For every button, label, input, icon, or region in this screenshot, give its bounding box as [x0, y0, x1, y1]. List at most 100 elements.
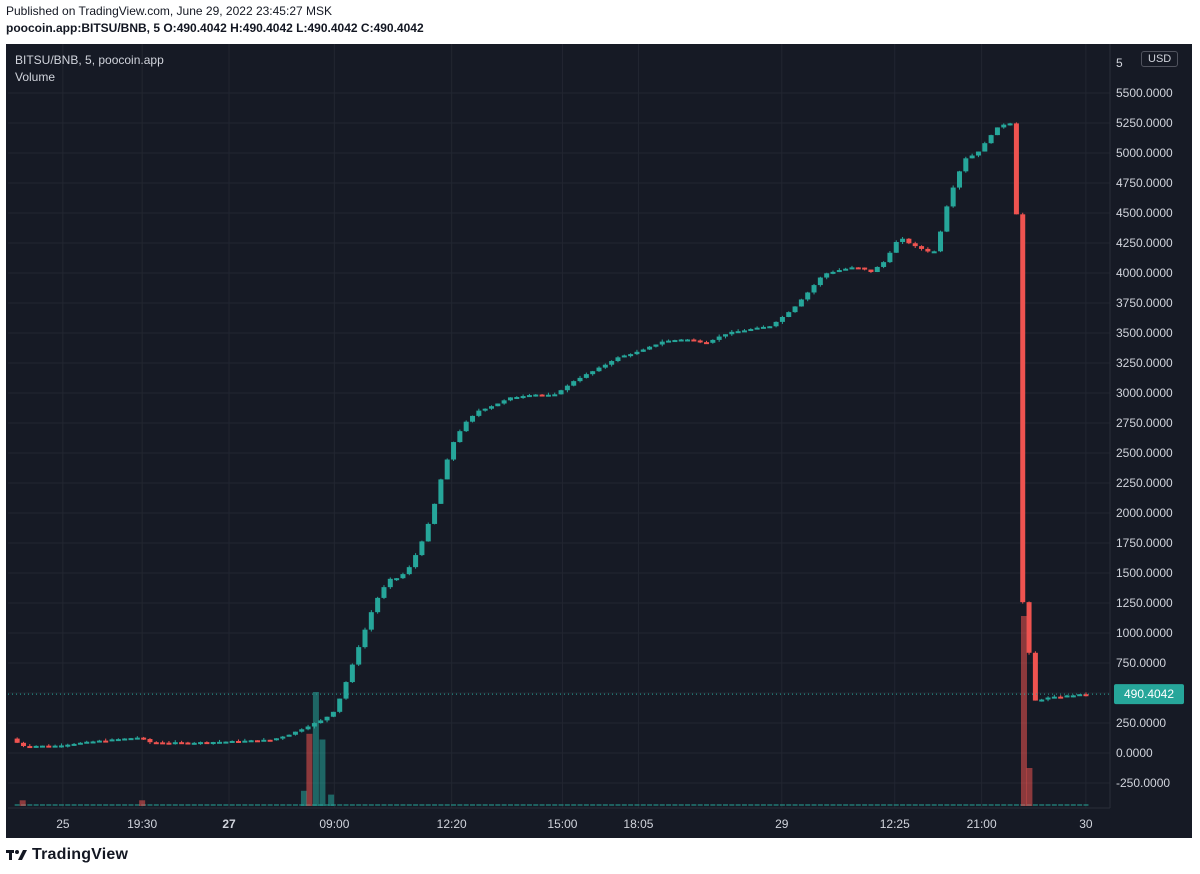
volume-bar — [349, 804, 355, 806]
volume-bar — [786, 804, 792, 806]
volume-bar — [362, 804, 368, 806]
currency-button[interactable]: USD — [1141, 51, 1179, 67]
x-tick-label: 30 — [1079, 817, 1093, 831]
y-tick-label: 2000.0000 — [1116, 506, 1173, 520]
candle-body — [988, 135, 994, 144]
x-tick-label: 09:00 — [319, 817, 349, 831]
volume-bar — [647, 804, 653, 806]
x-tick-label: 18:05 — [623, 817, 653, 831]
candle-body — [520, 396, 526, 399]
x-tick-label: 19:30 — [127, 817, 157, 831]
volume-bar — [451, 804, 457, 806]
candle-body — [621, 355, 627, 358]
volume-bar — [103, 804, 109, 806]
candle-body — [254, 740, 260, 743]
volume-bar — [185, 804, 191, 806]
volume-bar — [387, 804, 393, 806]
candle-body — [729, 331, 735, 335]
candle-body — [533, 394, 539, 397]
candle-body — [419, 541, 425, 556]
last-price-badge — [1114, 684, 1184, 705]
high-value: 490.4042 — [242, 21, 293, 35]
volume-bar — [115, 804, 121, 806]
candle-body — [741, 330, 747, 333]
volume-bar — [229, 804, 235, 806]
chart-panel[interactable]: 5500.0000 5250.0000 5000.0000 4750.0000 4500… — [6, 44, 1192, 838]
volume-bar — [666, 804, 672, 806]
candle-body — [425, 523, 431, 542]
candle-body — [685, 339, 691, 342]
candle-body — [653, 344, 659, 347]
volume-bar — [463, 804, 469, 806]
x-tick-label: 27 — [222, 817, 236, 831]
candle-body — [141, 737, 147, 740]
volume-bar — [254, 804, 260, 806]
y-tick-label: 250.0000 — [1116, 716, 1166, 730]
candle-body — [982, 143, 988, 152]
y-tick-label: 3000.0000 — [1116, 386, 1173, 400]
x-tick-label: 12:25 — [880, 817, 910, 831]
volume-bar — [1064, 804, 1070, 806]
volume-bar — [179, 804, 185, 806]
volume-bar — [122, 804, 128, 806]
candle-body — [881, 262, 887, 267]
candle-body — [71, 743, 77, 746]
volume-bar — [1083, 804, 1089, 806]
symbol-label: poocoin.app:BITSU/BNB, 5 — [6, 21, 160, 35]
y-tick-label: 0.0000 — [1116, 746, 1153, 760]
volume-bar — [292, 804, 298, 806]
candle-body — [843, 268, 849, 271]
candle-body — [817, 277, 823, 286]
candle-body — [470, 415, 476, 422]
candle-body — [710, 339, 716, 343]
volume-bar — [874, 804, 880, 806]
candle-body — [994, 127, 1000, 136]
volume-bar — [552, 804, 558, 806]
candle-body — [666, 340, 672, 343]
tradingview-logo-icon — [6, 849, 27, 860]
volume-bar — [805, 804, 811, 806]
close-value: 490.4042 — [373, 21, 424, 35]
y-tick-label: 1750.0000 — [1116, 536, 1173, 550]
candle-body — [596, 367, 602, 372]
candle-body — [900, 238, 906, 242]
volume-bar — [191, 804, 197, 806]
volume-bar — [716, 804, 722, 806]
low-label: L: — [296, 21, 308, 35]
volume-bar — [248, 804, 254, 806]
candle-body — [90, 741, 96, 744]
candle-body — [457, 431, 463, 443]
volume-bar — [571, 804, 577, 806]
volume-bar — [817, 804, 823, 806]
candle-body — [413, 555, 419, 568]
volume-bar — [678, 804, 684, 806]
candle-body — [185, 742, 191, 745]
candle-body — [337, 698, 343, 712]
volume-bar — [881, 804, 887, 806]
volume-bar — [1070, 804, 1076, 806]
volume-bar — [286, 804, 292, 806]
candle-body — [855, 267, 861, 270]
candle-body — [14, 738, 20, 743]
candle-body — [564, 385, 570, 391]
candle-body — [248, 740, 254, 743]
open-label: O: — [163, 21, 177, 35]
candle-body — [590, 371, 596, 375]
volume-bar — [337, 804, 343, 806]
candle-body — [273, 738, 279, 741]
volume-bar — [634, 804, 640, 806]
candle-body — [874, 266, 880, 273]
candle-body — [160, 742, 166, 745]
candle-body — [647, 346, 653, 350]
price-chart[interactable]: 5500.00005250.00005000.00004750.00004500… — [6, 44, 1192, 838]
volume-bar — [792, 804, 798, 806]
footer-brand: TradingView — [32, 846, 129, 863]
candle-body — [609, 361, 615, 365]
candle-body — [514, 397, 520, 400]
candle-body — [849, 267, 855, 270]
volume-bar — [406, 804, 412, 806]
y-tick-label: 1000.0000 — [1116, 626, 1173, 640]
candle-body — [805, 292, 811, 300]
y-tick-label: 4000.0000 — [1116, 266, 1173, 280]
y-tick-label: 4250.0000 — [1116, 236, 1173, 250]
